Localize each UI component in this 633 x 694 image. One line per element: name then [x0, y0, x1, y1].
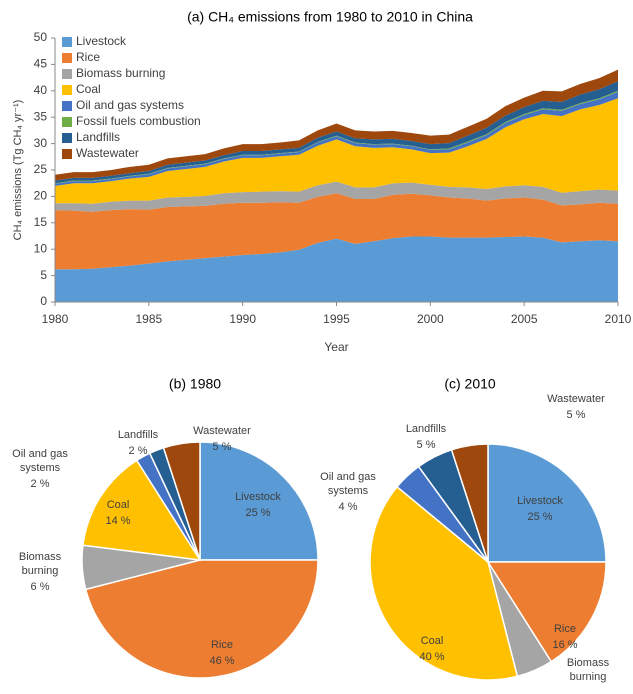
y-tick-label: 0 [40, 294, 47, 308]
x-tick-label: 1995 [323, 312, 350, 326]
area [55, 98, 618, 204]
slice-value: 5 % [416, 439, 436, 451]
y-axis-label: CH₄ emissions (Tg CH₄ yr⁻¹) [12, 100, 24, 241]
pie-title: (c) 2010 [444, 376, 496, 392]
y-tick-label: 30 [34, 136, 48, 150]
area [55, 181, 618, 212]
area [55, 69, 618, 181]
slice-value: 2 % [30, 478, 50, 490]
slice-value: 6 % [30, 581, 50, 593]
x-axis-label: Year [324, 340, 348, 354]
legend-swatch [62, 85, 72, 95]
x-tick-label: 1980 [42, 312, 69, 326]
pie-slice [82, 459, 202, 561]
x-tick-label: 1985 [135, 312, 162, 326]
legend-swatch [62, 149, 72, 159]
slice-label: Landfills [405, 423, 447, 435]
y-tick-label: 45 [34, 57, 48, 71]
legend-label: Rice [76, 50, 100, 64]
slice-label: Livestock [235, 491, 281, 503]
x-tick-label: 2005 [511, 312, 538, 326]
area [55, 236, 618, 302]
legend-label: Livestock [76, 34, 127, 48]
y-tick-label: 40 [34, 83, 48, 97]
slice-label: Landfills [117, 429, 159, 441]
slice-label: Oil and gas systems [320, 471, 376, 497]
legend-swatch [62, 117, 72, 127]
legend-swatch [62, 133, 72, 143]
pie-slice [84, 559, 319, 679]
legend-label: Landfills [76, 130, 120, 144]
x-tick-label: 1990 [229, 312, 256, 326]
slice-label: Rice [553, 623, 576, 635]
legend-label: Oil and gas systems [76, 98, 184, 112]
slice-value: 16 % [552, 639, 578, 651]
legend-swatch [62, 69, 72, 79]
legend-label: Coal [76, 82, 101, 96]
area [55, 81, 618, 184]
slice-value: 25 % [527, 511, 553, 523]
legend-label: Fossil fuels combustion [76, 114, 201, 128]
pie-slice [487, 443, 607, 563]
x-tick-label: 2000 [417, 312, 444, 326]
slice-label: Biomass burning [566, 657, 610, 683]
slice-value: 5 % [212, 441, 232, 453]
slice-label: Rice [210, 639, 233, 651]
y-tick-label: 20 [34, 189, 48, 203]
x-tick-label: 2010 [605, 312, 632, 326]
y-tick-label: 5 [40, 268, 47, 282]
chart-title: (a) CH₄ emissions from 1980 to 2010 in C… [187, 9, 473, 25]
area [55, 193, 618, 270]
slice-label: Oil and gas systems [12, 448, 68, 474]
pie-title: (b) 1980 [169, 376, 221, 392]
legend-swatch [62, 53, 72, 63]
slice-label: Coal [420, 635, 444, 647]
pie-slice [199, 441, 319, 561]
y-tick-label: 50 [34, 30, 48, 44]
slice-value: 14 % [105, 515, 131, 527]
pie-slice [369, 485, 519, 681]
slice-value: 4 % [338, 501, 358, 513]
y-tick-label: 25 [34, 162, 48, 176]
area [55, 91, 618, 186]
slice-label: Biomass burning [18, 551, 62, 577]
slice-value: 25 % [245, 507, 271, 519]
legend-label: Biomass burning [76, 66, 165, 80]
slice-value: 5 % [566, 409, 586, 421]
pie-slice [486, 561, 607, 663]
slice-label: Livestock [517, 495, 563, 507]
legend-label: Wastewater [76, 146, 139, 160]
slice-value: 2 % [128, 445, 148, 457]
slice-value: 46 % [209, 655, 235, 667]
slice-label: Wastewater [547, 393, 605, 405]
legend-swatch [62, 37, 72, 47]
y-tick-label: 15 [34, 215, 48, 229]
y-tick-label: 10 [34, 241, 48, 255]
slice-label: Coal [106, 499, 130, 511]
y-tick-label: 35 [34, 109, 48, 123]
slice-value: 40 % [419, 651, 445, 663]
slice-label: Wastewater [193, 425, 251, 437]
legend-swatch [62, 101, 72, 111]
pie-slice [450, 443, 489, 563]
pie-slice [162, 441, 201, 561]
